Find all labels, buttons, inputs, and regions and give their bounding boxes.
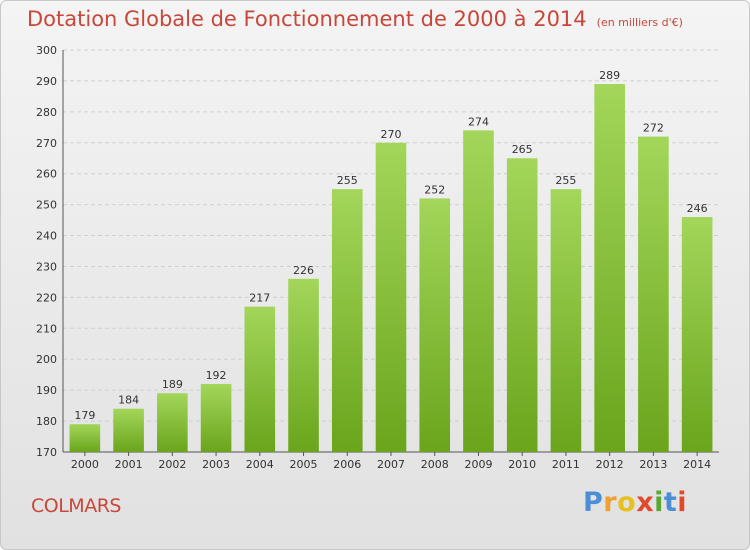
x-tick-label: 2008 (421, 458, 449, 471)
logo-letter: x (636, 487, 655, 518)
x-tick-label: 2014 (683, 458, 711, 471)
bar-2004 (244, 306, 276, 452)
bar-value-label: 192 (206, 369, 227, 382)
bar-value-label: 179 (74, 409, 95, 422)
chart-title: Dotation Globale de Fonctionnement de 20… (27, 7, 683, 31)
bar-value-label: 217 (249, 292, 270, 305)
y-tick-label: 190 (36, 384, 57, 397)
y-tick-label: 200 (36, 353, 57, 366)
bar-2009 (463, 130, 494, 452)
bar-2011 (550, 189, 582, 452)
bar-2008 (419, 198, 451, 452)
chart-unit-label: (en milliers d'€) (596, 16, 683, 29)
y-tick-label: 240 (36, 230, 57, 243)
proxiti-logo: Proxiti (583, 487, 687, 518)
bar-2013 (638, 136, 669, 453)
bar-value-label: 274 (468, 115, 489, 128)
bar-value-label: 255 (555, 174, 576, 187)
y-tick-label: 260 (36, 168, 57, 181)
bar-2012 (594, 84, 625, 452)
bar-value-label: 189 (162, 378, 183, 391)
x-tick-label: 2012 (596, 458, 624, 471)
bar-2001 (113, 408, 144, 452)
bar-value-label: 226 (293, 264, 314, 277)
x-tick-label: 2001 (115, 458, 143, 471)
bar-2007 (375, 142, 407, 452)
x-tick-label: 2005 (290, 458, 318, 471)
logo-letter: o (617, 487, 637, 518)
bar-value-label: 246 (687, 202, 708, 215)
logo-letter: P (583, 487, 604, 518)
y-tick-label: 220 (36, 291, 57, 304)
logo-letter: r (603, 487, 618, 518)
bar-value-label: 270 (381, 128, 402, 141)
bar-value-label: 184 (118, 394, 139, 407)
x-tick-label: 2011 (552, 458, 580, 471)
y-tick-label: 250 (36, 199, 57, 212)
commune-name: COLMARS (31, 495, 121, 517)
y-tick-label: 290 (36, 75, 57, 88)
bar-2000 (69, 424, 101, 452)
x-tick-label: 2009 (464, 458, 492, 471)
bar-value-label: 265 (512, 143, 533, 156)
bar-value-label: 289 (599, 69, 620, 82)
x-tick-label: 2006 (333, 458, 361, 471)
logo-letter: i (654, 487, 664, 518)
y-tick-label: 300 (36, 44, 57, 57)
y-tick-label: 180 (36, 415, 57, 428)
bar-value-label: 252 (424, 183, 445, 196)
bar-2010 (506, 158, 538, 452)
x-tick-label: 2004 (246, 458, 274, 471)
bar-2003 (200, 383, 232, 452)
logo-letter: i (677, 487, 688, 518)
y-tick-label: 210 (36, 322, 57, 335)
bar-2005 (288, 278, 319, 452)
bar-value-label: 272 (643, 122, 664, 135)
y-tick-label: 280 (36, 106, 57, 119)
chart-title-text: Dotation Globale de Fonctionnement de 20… (27, 7, 587, 31)
bar-2014 (681, 216, 713, 452)
x-tick-label: 2007 (377, 458, 405, 471)
bar-2006 (331, 189, 363, 452)
x-tick-label: 2013 (639, 458, 667, 471)
x-tick-label: 2000 (71, 458, 99, 471)
x-tick-label: 2010 (508, 458, 536, 471)
x-tick-label: 2002 (158, 458, 186, 471)
x-tick-label: 2003 (202, 458, 230, 471)
bar-value-label: 255 (337, 174, 358, 187)
logo-letter: t (663, 487, 678, 518)
y-tick-label: 230 (36, 260, 57, 273)
y-tick-label: 270 (36, 137, 57, 150)
bar-2002 (157, 393, 188, 452)
y-tick-label: 170 (36, 446, 57, 459)
